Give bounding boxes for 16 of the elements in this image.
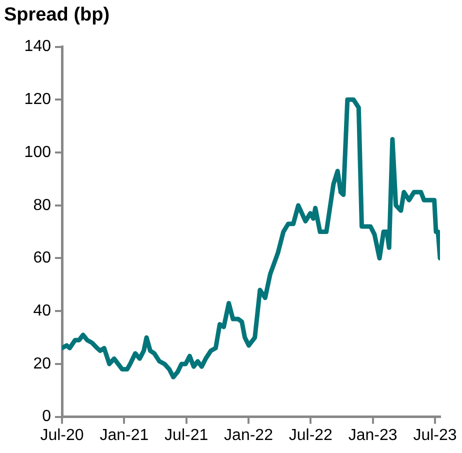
- x-tick-label: Jan-23: [348, 426, 398, 444]
- x-tick-label: Jan-22: [224, 426, 274, 444]
- chart-title: Spread (bp): [4, 4, 110, 26]
- y-tick-label: 40: [33, 302, 52, 320]
- y-tick-label: 60: [33, 250, 52, 267]
- y-tick-label: 80: [33, 196, 52, 214]
- x-tick-label: Jan-21: [100, 426, 149, 444]
- x-tick-label: Jul-20: [40, 426, 84, 444]
- x-tick-label: Jul-23: [413, 426, 457, 444]
- y-tick-label: 120: [24, 91, 52, 108]
- x-tick-label: Jul-21: [164, 426, 208, 444]
- x-tick-label: Jul-22: [288, 426, 333, 444]
- y-tick-label: 140: [24, 38, 52, 56]
- y-tick-label: 20: [33, 355, 52, 372]
- y-tick-label: 0: [42, 408, 52, 426]
- y-tick-label: 100: [24, 144, 52, 161]
